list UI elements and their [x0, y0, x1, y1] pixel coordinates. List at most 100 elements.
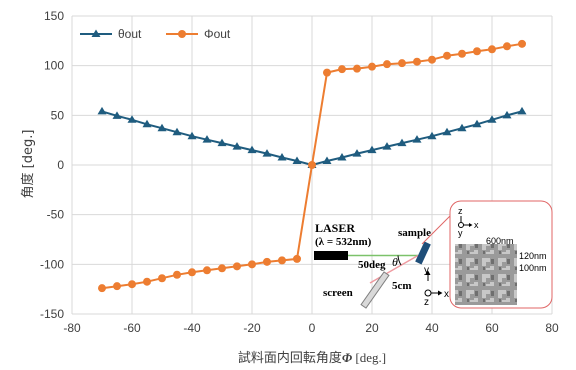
- x-axis-title-text: 試料面内回転角度: [238, 350, 342, 366]
- data-point-phi: [233, 262, 241, 271]
- angle-arc: [397, 255, 402, 266]
- data-point-phi: [518, 39, 526, 48]
- x-tick-label: 80: [545, 321, 559, 335]
- data-point-phi: [143, 277, 151, 286]
- data-point-phi: [203, 266, 211, 275]
- data-point-theta: [487, 115, 497, 123]
- lab-y-arrowhead: [425, 270, 431, 275]
- series-layer: [97, 39, 527, 293]
- data-point-phi: [188, 268, 196, 277]
- data-point-theta: [202, 135, 212, 143]
- data-point-phi: [98, 284, 106, 293]
- y-tick-label: -150: [40, 307, 64, 321]
- data-point-theta: [247, 145, 257, 154]
- x-tick-label: 40: [425, 321, 439, 335]
- data-point-phi: [368, 62, 376, 71]
- y-tick-label: -100: [40, 257, 64, 271]
- x-tick-label: 60: [485, 321, 499, 335]
- lab-axes: y x z: [424, 265, 449, 308]
- x-tick-label: 20: [365, 321, 379, 335]
- data-point-phi: [158, 274, 166, 283]
- data-point-phi: [128, 280, 136, 289]
- x-tick-label: -60: [123, 321, 141, 335]
- sample-icon: [415, 241, 431, 265]
- distance-label: 5cm: [392, 280, 412, 292]
- y-tick-label: 150: [44, 9, 64, 23]
- lab-z-label: z: [424, 297, 429, 308]
- data-point-theta: [112, 111, 122, 119]
- data-point-phi: [293, 254, 301, 263]
- data-point-phi: [473, 47, 481, 56]
- data-point-theta: [127, 115, 137, 123]
- data-point-theta: [277, 153, 287, 161]
- data-point-theta: [187, 131, 197, 140]
- x-axis-title-symbol: Φ: [342, 350, 353, 365]
- laser-label-box: LASER (λ = 532nm): [313, 220, 399, 250]
- sem-image: [455, 244, 517, 305]
- screen-label: screen: [323, 287, 353, 299]
- laser-label: LASER: [315, 221, 355, 235]
- sem-y-label: y: [458, 228, 463, 238]
- data-point-phi: [503, 42, 511, 51]
- data-point-theta: [217, 138, 227, 147]
- lab-y-label: y: [424, 265, 429, 276]
- data-point-theta: [412, 135, 422, 143]
- data-point-theta: [232, 142, 242, 150]
- lab-x-label: x: [444, 289, 449, 300]
- legend: θout Φout: [80, 27, 231, 41]
- data-point-phi: [383, 60, 391, 69]
- data-point-phi: [218, 264, 226, 273]
- y-tick-label: 0: [57, 158, 64, 172]
- data-point-phi: [338, 65, 346, 74]
- data-point-phi: [248, 260, 256, 269]
- data-point-theta: [262, 149, 272, 157]
- angle-label: 50deg: [358, 259, 386, 271]
- data-point-theta: [172, 127, 182, 136]
- data-point-theta: [157, 123, 167, 132]
- x-axis-title: 試料面内回転角度Φ [deg.]: [238, 350, 386, 366]
- data-point-phi: [113, 282, 121, 291]
- data-point-phi: [353, 64, 361, 73]
- legend-phi-label: Φout: [204, 27, 231, 41]
- setup-inset: LASER (λ = 532nm) 50deg θ sample screen …: [313, 200, 553, 309]
- data-point-phi: [428, 55, 436, 64]
- sem-z-label: z: [458, 206, 463, 216]
- x-tick-label: -40: [183, 321, 201, 335]
- sem-x-arrowhead: [469, 223, 473, 227]
- sem-height-label-2: 100nm: [519, 263, 547, 273]
- y-tick-label: 100: [44, 59, 64, 73]
- x-tick-label: 0: [309, 321, 316, 335]
- lab-z-symbol: [424, 289, 432, 297]
- sem-height-label-1: 120nm: [519, 251, 547, 261]
- sem-width-label: 600nm: [486, 236, 514, 246]
- wavelength-label: (λ = 532nm): [315, 236, 372, 248]
- data-point-theta: [292, 156, 302, 165]
- data-point-theta: [382, 142, 392, 150]
- data-point-phi: [308, 161, 316, 169]
- sem-x-label: x: [474, 220, 479, 230]
- data-point-phi: [458, 49, 466, 58]
- data-point-theta: [397, 138, 407, 147]
- x-tick-label: -20: [243, 321, 261, 335]
- laser-icon: [314, 251, 348, 260]
- legend-theta-marker: [91, 29, 101, 37]
- data-point-theta: [352, 149, 362, 157]
- x-tick-label: -80: [63, 321, 81, 335]
- data-point-theta: [97, 106, 107, 115]
- zoom-connector: [421, 213, 453, 245]
- lab-x-arrowhead: [438, 290, 443, 296]
- data-point-phi: [413, 57, 421, 66]
- data-point-theta: [142, 119, 152, 128]
- data-point-phi: [488, 45, 496, 54]
- data-point-theta: [427, 131, 437, 140]
- tick-labels: -150 -100 -50 0 50 100 150 -80 -60 -40 -20 0 20 40 60 8…: [40, 9, 559, 335]
- data-point-theta: [457, 123, 467, 132]
- data-point-phi: [398, 59, 406, 68]
- y-tick-label: -50: [47, 208, 65, 222]
- y-tick-label: 50: [51, 108, 65, 122]
- theta-symbol: θ: [392, 255, 398, 269]
- legend-theta-label: θout: [118, 27, 142, 41]
- sem-axes: z x y: [458, 206, 479, 238]
- sample-label: sample: [398, 227, 431, 239]
